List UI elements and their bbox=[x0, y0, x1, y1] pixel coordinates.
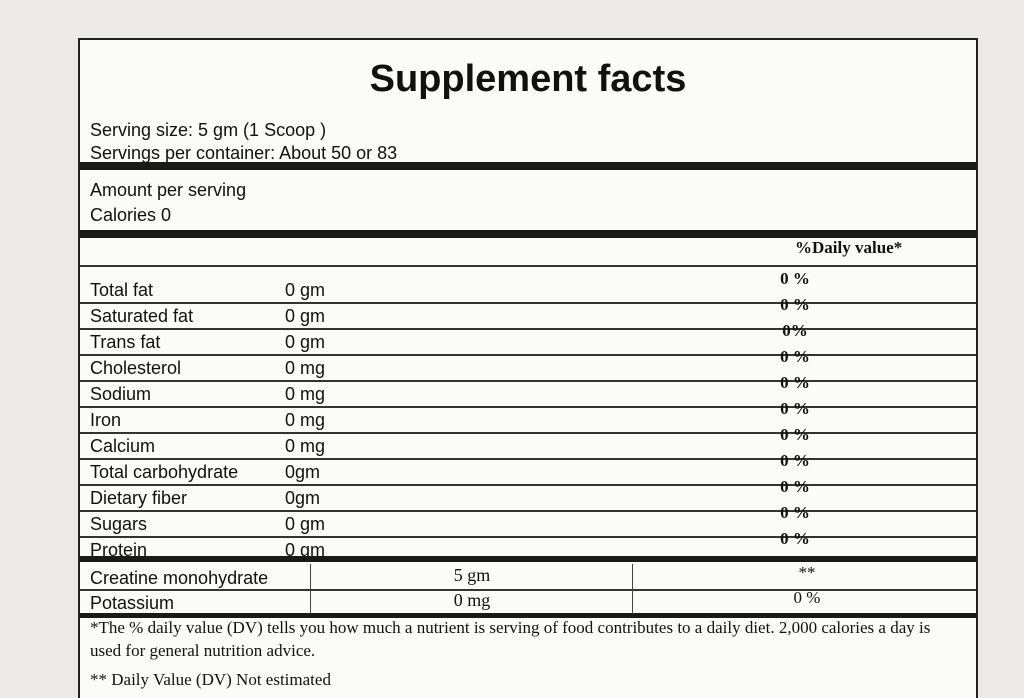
daily-value: ** bbox=[798, 563, 816, 582]
nutrient-amount: 0 gm bbox=[285, 540, 326, 560]
daily-value-header: %Daily value* bbox=[795, 238, 903, 257]
servings-per-container: Servings per container: About 50 or 83 bbox=[90, 143, 398, 163]
nutrient-amount: 0 gm bbox=[285, 280, 326, 300]
nutrient-name: Protein bbox=[90, 540, 148, 560]
column-divider bbox=[310, 564, 311, 614]
nutrient-name: Total carbohydrate bbox=[90, 462, 239, 482]
column-divider bbox=[632, 564, 633, 614]
daily-value: 0% bbox=[782, 321, 808, 340]
supplement-facts-label: Supplement facts Serving size: 5 gm (1 S… bbox=[78, 38, 978, 698]
row-divider bbox=[80, 510, 976, 512]
row-divider bbox=[80, 302, 976, 304]
nutrient-name: Dietary fiber bbox=[90, 488, 188, 508]
nutrient-name: Trans fat bbox=[90, 332, 161, 352]
nutrient-amount: 0gm bbox=[285, 462, 321, 482]
row-divider bbox=[80, 536, 976, 538]
daily-value: 0 % bbox=[780, 373, 810, 392]
daily-value: 0 % bbox=[780, 347, 810, 366]
nutrient-name: Cholesterol bbox=[90, 358, 182, 378]
title: Supplement facts bbox=[369, 58, 687, 100]
daily-value: 0 % bbox=[793, 588, 821, 607]
row-divider bbox=[80, 458, 976, 460]
row-divider bbox=[80, 432, 976, 434]
row-divider bbox=[80, 354, 976, 356]
divider bbox=[80, 613, 976, 618]
row-divider bbox=[80, 589, 976, 591]
daily-value: 0 % bbox=[780, 425, 810, 444]
nutrient-name: Sodium bbox=[90, 384, 152, 404]
footnote: *The % daily value (DV) tells you how mu… bbox=[90, 618, 931, 660]
footnote: ** Daily Value (DV) Not estimated bbox=[90, 670, 331, 689]
divider bbox=[80, 230, 976, 238]
nutrient-amount: 0 gm bbox=[285, 514, 326, 534]
divider bbox=[80, 265, 976, 267]
divider bbox=[80, 556, 976, 562]
nutrient-name: Saturated fat bbox=[90, 306, 194, 326]
nutrient-name: Sugars bbox=[90, 514, 148, 534]
daily-value: 0 % bbox=[780, 399, 810, 418]
divider bbox=[80, 162, 976, 170]
daily-value: 0 % bbox=[780, 503, 810, 522]
nutrient-name: Calcium bbox=[90, 436, 156, 456]
daily-value: 0 % bbox=[780, 295, 810, 314]
nutrient-name: Potassium bbox=[90, 593, 175, 613]
nutrient-amount: 0 mg bbox=[285, 410, 326, 430]
serving-size: Serving size: 5 gm (1 Scoop ) bbox=[90, 120, 327, 140]
nutrient-amount: 0 gm bbox=[285, 306, 326, 326]
nutrient-amount: 0gm bbox=[285, 488, 321, 508]
nutrient-name: Creatine monohydrate bbox=[90, 568, 269, 588]
daily-value: 0 % bbox=[780, 451, 810, 470]
calories: Calories 0 bbox=[90, 205, 172, 225]
row-divider bbox=[80, 484, 976, 486]
amount-per-serving: Amount per serving bbox=[90, 180, 247, 200]
nutrient-name: Iron bbox=[90, 410, 122, 430]
row-divider bbox=[80, 380, 976, 382]
nutrient-amount: 0 mg bbox=[285, 384, 326, 404]
daily-value: 0 % bbox=[780, 529, 810, 548]
daily-value: 0 % bbox=[780, 269, 810, 288]
nutrient-amount: 0 mg bbox=[453, 590, 491, 610]
nutrient-amount: 0 gm bbox=[285, 332, 326, 352]
row-divider bbox=[80, 406, 976, 408]
daily-value: 0 % bbox=[780, 477, 810, 496]
row-divider bbox=[80, 328, 976, 330]
nutrient-amount: 0 mg bbox=[285, 358, 326, 378]
nutrient-amount: 5 gm bbox=[453, 565, 491, 585]
nutrient-amount: 0 mg bbox=[285, 436, 326, 456]
nutrient-name: Total fat bbox=[90, 280, 154, 300]
